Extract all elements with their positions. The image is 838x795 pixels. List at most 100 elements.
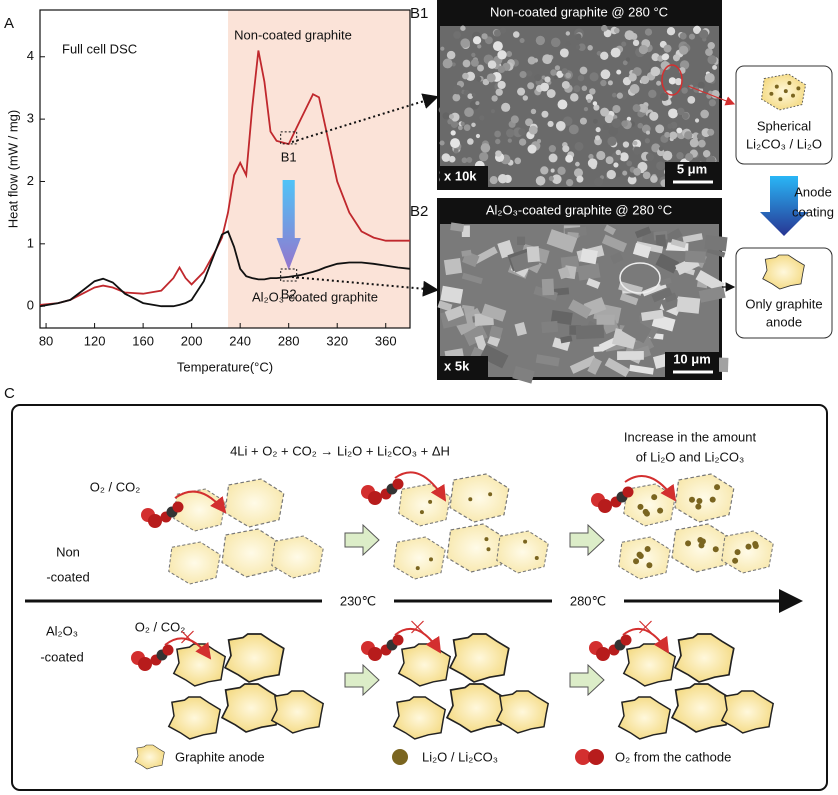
sem-texture bbox=[607, 80, 613, 86]
sem-texture bbox=[607, 136, 617, 146]
sem-texture bbox=[613, 115, 618, 120]
sem-texture bbox=[698, 139, 706, 148]
sem-texture bbox=[575, 161, 580, 167]
sem-texture bbox=[562, 145, 570, 153]
sem-texture bbox=[583, 107, 589, 112]
sem-texture bbox=[481, 303, 507, 322]
sem-texture bbox=[619, 293, 639, 306]
sem-texture bbox=[492, 41, 503, 52]
sem-texture bbox=[453, 31, 462, 39]
y-tick-label: 4 bbox=[27, 48, 34, 63]
x-tick-label: 320 bbox=[326, 333, 348, 348]
sem-texture bbox=[682, 112, 689, 120]
o2-atom bbox=[598, 499, 612, 513]
sem-texture bbox=[619, 152, 629, 162]
sem-texture bbox=[651, 287, 673, 303]
sem-texture bbox=[573, 168, 584, 178]
sem-texture bbox=[604, 357, 630, 378]
step-arrow bbox=[569, 523, 605, 557]
li-particle bbox=[429, 557, 434, 562]
sem-texture bbox=[603, 29, 612, 38]
sem-texture bbox=[659, 92, 669, 102]
shape-rect bbox=[322, 590, 394, 612]
sem-texture bbox=[471, 92, 476, 97]
sem-texture bbox=[462, 72, 469, 80]
li-particle bbox=[488, 492, 493, 497]
sem-texture bbox=[681, 87, 688, 94]
shape-circle bbox=[575, 749, 591, 765]
sem-texture bbox=[613, 27, 620, 34]
sem-texture bbox=[596, 50, 602, 56]
li-particle bbox=[637, 503, 644, 510]
sem-texture bbox=[440, 285, 464, 304]
li-particle bbox=[732, 557, 739, 564]
sem-texture bbox=[497, 65, 506, 74]
li-particle bbox=[644, 546, 651, 553]
sem-texture bbox=[442, 58, 453, 69]
sem-texture bbox=[610, 47, 621, 58]
x-axis-title: Temperature(°C) bbox=[177, 359, 273, 374]
sem-texture bbox=[592, 101, 598, 106]
sem-texture bbox=[611, 92, 617, 98]
sem-texture bbox=[526, 246, 540, 263]
shape-circle bbox=[787, 81, 792, 85]
sem-texture bbox=[466, 157, 473, 163]
sem-texture bbox=[711, 90, 720, 99]
sem-texture bbox=[672, 54, 681, 62]
sem-texture bbox=[495, 138, 501, 145]
reaction-arrow bbox=[394, 627, 442, 654]
sem-texture bbox=[624, 30, 635, 41]
legend-text: O₂ from the cathode bbox=[615, 749, 731, 764]
temperature: 230℃ bbox=[340, 593, 376, 608]
legend-text: Graphite anode bbox=[175, 749, 265, 764]
li-particle bbox=[486, 547, 491, 552]
sem-texture bbox=[495, 88, 503, 96]
sem-texture bbox=[548, 145, 556, 153]
reaction-arrow bbox=[624, 475, 677, 502]
sem-texture bbox=[465, 71, 476, 82]
sem-texture bbox=[494, 130, 501, 138]
sem-texture bbox=[480, 143, 491, 153]
li-particle bbox=[534, 555, 539, 560]
sem-texture bbox=[595, 127, 601, 133]
graphite-cluster bbox=[393, 473, 549, 580]
x-tick-label: 280 bbox=[278, 333, 300, 348]
block-cross bbox=[411, 620, 424, 634]
sem-texture bbox=[664, 131, 671, 138]
li-particle bbox=[643, 510, 650, 517]
sem-texture bbox=[674, 78, 683, 86]
sem-texture bbox=[676, 296, 701, 314]
sem-texture bbox=[462, 59, 471, 68]
sem-texture bbox=[665, 228, 683, 243]
sem-texture bbox=[461, 272, 483, 285]
sem-texture bbox=[519, 37, 525, 44]
shape-circle bbox=[783, 89, 788, 94]
marker-label: B1 bbox=[281, 149, 297, 164]
sem-texture bbox=[451, 62, 456, 67]
sem-texture bbox=[578, 43, 586, 51]
sem-texture bbox=[561, 80, 570, 89]
sem-texture bbox=[568, 124, 579, 135]
sem-texture bbox=[650, 66, 661, 77]
reaction-arrow bbox=[174, 490, 227, 514]
sem-texture bbox=[460, 38, 470, 48]
sem-texture bbox=[707, 128, 715, 136]
sem-texture bbox=[622, 60, 628, 66]
sem-texture bbox=[573, 85, 581, 93]
sem-texture bbox=[656, 80, 662, 86]
sem-texture bbox=[629, 84, 640, 94]
sem-texture bbox=[608, 126, 619, 136]
li-particle bbox=[633, 558, 640, 565]
sem-texture bbox=[565, 154, 574, 163]
sem-texture bbox=[501, 102, 511, 112]
sem-texture bbox=[670, 238, 687, 249]
sem-texture bbox=[460, 121, 465, 126]
panel-label: B1 bbox=[410, 5, 428, 22]
sem-texture bbox=[656, 161, 666, 171]
sem-texture bbox=[556, 70, 564, 78]
o2-atom bbox=[368, 647, 382, 661]
sem-texture bbox=[601, 234, 628, 253]
sem-texture bbox=[525, 118, 533, 127]
sem-texture bbox=[497, 80, 506, 90]
